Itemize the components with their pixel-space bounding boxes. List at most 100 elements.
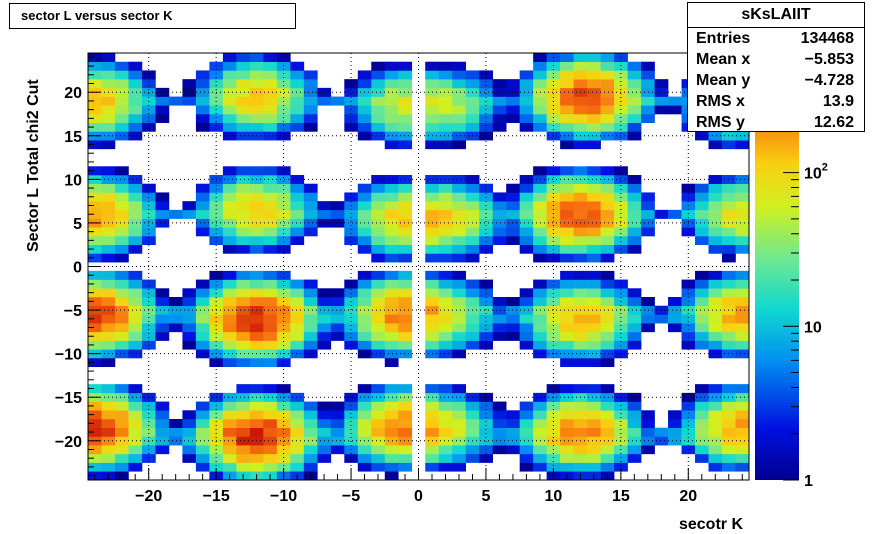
heatmap-cell <box>600 436 615 446</box>
heatmap-cell <box>425 419 440 429</box>
heatmap-cell <box>114 270 129 280</box>
heatmap-cell <box>263 201 278 211</box>
heatmap-cell <box>182 87 197 97</box>
heatmap-cell <box>587 436 601 446</box>
heatmap-cell <box>195 436 210 446</box>
heatmap-cell <box>330 410 345 420</box>
heatmap-cell <box>614 401 628 411</box>
heatmap-cell <box>614 427 628 437</box>
heatmap-cell <box>384 61 399 71</box>
heatmap-cell <box>452 201 467 211</box>
heatmap-cell <box>141 70 156 80</box>
heatmap-cell <box>303 323 318 333</box>
heatmap-cell <box>101 201 116 211</box>
heatmap-cell <box>560 279 574 289</box>
heatmap-cell <box>560 445 574 455</box>
heatmap-cell <box>695 436 709 446</box>
heatmap-cell <box>708 427 723 437</box>
heatmap-cell <box>452 96 467 106</box>
heatmap-cell <box>479 227 493 237</box>
heatmap-cell <box>236 61 251 71</box>
heatmap-cell <box>708 419 723 429</box>
heatmap-cell <box>128 279 143 289</box>
heatmap-cell <box>438 427 453 437</box>
heatmap-cell <box>276 122 291 132</box>
heatmap-cell <box>195 419 210 429</box>
heatmap-cell <box>114 70 129 80</box>
heatmap-cell <box>357 201 372 211</box>
heatmap-cell <box>438 288 453 298</box>
heatmap-cell <box>195 114 210 124</box>
heatmap-cell <box>276 70 291 80</box>
heatmap-cell <box>560 331 574 341</box>
heatmap-cell <box>114 323 129 333</box>
heatmap-cell <box>722 410 736 420</box>
heatmap-cell <box>573 201 588 211</box>
heatmap-cell <box>546 323 561 333</box>
chart-title: sector L versus sector K <box>9 3 296 29</box>
heatmap-cell <box>155 96 170 106</box>
heatmap-cell <box>627 392 642 402</box>
heatmap-cell <box>249 288 264 298</box>
heatmap-cell <box>546 192 561 202</box>
y-tick-label: 0 <box>73 260 82 277</box>
heatmap-cell <box>101 401 116 411</box>
heatmap-cell <box>276 288 291 298</box>
heatmap-cell <box>546 70 561 80</box>
heatmap-cell <box>587 61 601 71</box>
heatmap-cell <box>384 218 399 228</box>
heatmap-cell <box>546 279 561 289</box>
heatmap-cell <box>492 105 507 115</box>
heatmap-cell <box>519 122 534 132</box>
heatmap-cell <box>627 201 642 211</box>
heatmap-cell <box>479 323 493 333</box>
heatmap-cell <box>627 436 642 446</box>
heatmap-cell <box>263 244 278 254</box>
heatmap-cell <box>641 87 655 97</box>
heatmap-cell <box>722 314 736 324</box>
heatmap-cell <box>452 218 467 228</box>
heatmap-cell <box>236 323 251 333</box>
heatmap-cell <box>627 427 642 437</box>
heatmap-cell <box>263 131 278 141</box>
heatmap-cell <box>371 288 386 298</box>
heatmap-cell <box>128 122 143 132</box>
heatmap-cell <box>735 419 750 429</box>
heatmap-cell <box>101 314 116 324</box>
heatmap-cell <box>276 131 291 141</box>
heatmap-cell <box>587 279 601 289</box>
heatmap-cell <box>438 236 453 246</box>
heatmap-cell <box>101 410 116 420</box>
heatmap-cell <box>708 349 723 359</box>
heatmap-cell <box>371 131 386 141</box>
heatmap-cell <box>452 427 467 437</box>
heatmap-cell <box>303 462 318 472</box>
heatmap-cell <box>573 53 588 63</box>
heatmap-cell <box>722 140 736 150</box>
heatmap-cell <box>344 218 359 228</box>
heatmap-cell <box>88 384 102 394</box>
heatmap-cell <box>249 70 264 80</box>
heatmap-cell <box>263 105 278 115</box>
heatmap-cell <box>384 244 399 254</box>
heatmap-cell <box>236 270 251 280</box>
heatmap-cell <box>735 349 750 359</box>
heatmap-cell <box>317 453 332 463</box>
heatmap-cell <box>209 270 224 280</box>
heatmap-cell <box>209 209 224 219</box>
heatmap-cell <box>357 227 372 237</box>
heatmap-cell <box>330 314 345 324</box>
heatmap-cell <box>425 183 440 193</box>
heatmap-cell <box>668 96 682 106</box>
heatmap-cell <box>654 79 669 89</box>
heatmap-cell <box>560 218 574 228</box>
heatmap-cell <box>209 70 224 80</box>
heatmap-cell <box>600 392 615 402</box>
heatmap-cell <box>249 314 264 324</box>
heatmap-cell <box>249 445 264 455</box>
heatmap-cell <box>641 96 655 106</box>
heatmap-cell <box>438 331 453 341</box>
heatmap-cell <box>303 70 318 80</box>
heatmap-cell <box>195 410 210 420</box>
